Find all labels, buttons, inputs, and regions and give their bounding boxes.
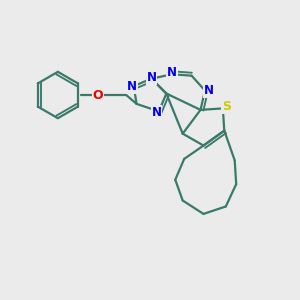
Text: S: S bbox=[223, 100, 232, 113]
Text: O: O bbox=[93, 88, 103, 101]
Text: N: N bbox=[204, 84, 214, 97]
Text: N: N bbox=[146, 71, 157, 84]
Text: N: N bbox=[152, 106, 161, 119]
Text: N: N bbox=[167, 66, 177, 79]
Text: N: N bbox=[127, 80, 137, 93]
